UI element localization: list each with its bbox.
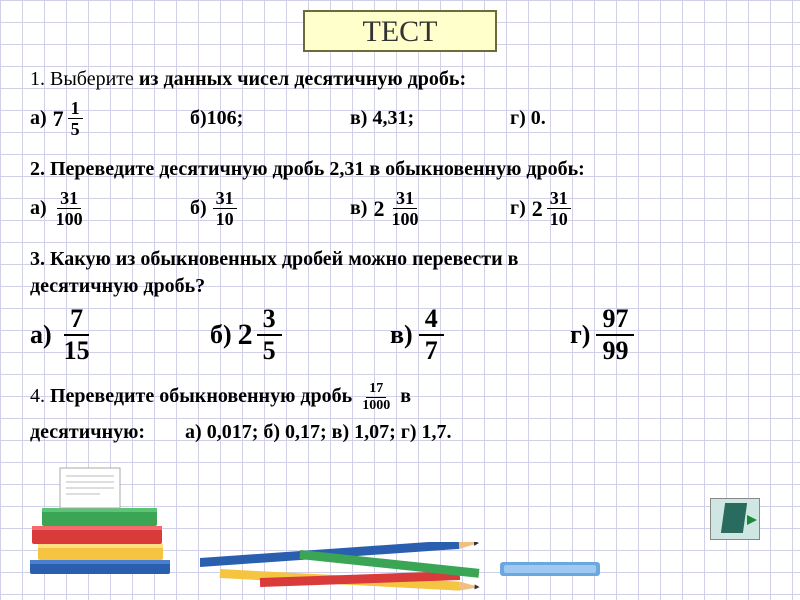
question-4: 4. Переведите обыкновенную дробь 17 1000… — [30, 382, 770, 413]
books-decoration — [20, 460, 200, 600]
q2-d-mixed: 2 31 10 — [532, 189, 571, 228]
q1-a-value: 7 1 5 — [53, 99, 83, 138]
q3-b-num: 3 — [257, 306, 282, 336]
q1-opt-a: а) 7 1 5 — [30, 99, 180, 138]
q3-a-frac: 7 15 — [58, 306, 96, 364]
q2-opt-d: г) 2 31 10 — [510, 189, 660, 228]
q3-b-label: б) — [210, 320, 232, 350]
q3-opt-a: а) 7 15 — [30, 306, 200, 364]
q2-opt-c: в) 2 31 100 — [350, 189, 500, 228]
q4-text-c: в — [400, 385, 411, 407]
q3-opt-d: г) 97 99 — [570, 306, 720, 364]
q1-opt-d: г) 0. — [510, 107, 660, 130]
question-3: 3. Какую из обыкновенных дробей можно пе… — [30, 246, 770, 300]
q3-a-label: а) — [30, 320, 52, 350]
q2-b-den: 10 — [213, 209, 237, 228]
q2-d-num: 31 — [547, 189, 571, 209]
q2-options: а) 31 100 б) 31 10 в) 2 31 100 г — [30, 189, 770, 228]
q1-a-whole: 7 — [53, 106, 64, 132]
q3-opt-b: б) 2 3 5 — [210, 306, 380, 364]
exit-icon[interactable] — [710, 498, 760, 540]
q3-c-den: 7 — [419, 336, 444, 364]
q2-c-num: 31 — [393, 189, 417, 209]
q4-frac-den: 1000 — [359, 398, 393, 413]
q3-text-b: десятичную дробь? — [30, 275, 205, 297]
q3-a-den: 15 — [58, 336, 96, 364]
q1-b-text: б)106; — [190, 107, 243, 130]
q3-d-frac: 97 99 — [596, 306, 634, 364]
q1-text-b: из данных чисел десятичную дробь: — [139, 68, 466, 90]
q2-a-num: 31 — [57, 189, 81, 209]
q3-b-mixed: 2 3 5 — [238, 306, 282, 364]
q4-text-d: десятичную: — [30, 419, 145, 446]
q4-frac: 17 1000 — [359, 382, 393, 413]
q4-frac-num: 17 — [366, 382, 386, 398]
q2-c-label: в) — [350, 197, 367, 220]
q2-a-label: а) — [30, 197, 47, 220]
q1-options: а) 7 1 5 б)106; в) 4,31; г) 0. — [30, 99, 770, 138]
q2-b-frac: 31 10 — [213, 189, 237, 228]
q4-num: 4. — [30, 385, 50, 407]
q3-d-label: г) — [570, 320, 590, 350]
q3-c-frac: 4 7 — [419, 306, 444, 364]
title-box: ТЕСТ — [303, 10, 497, 52]
q4-options: а) 0,017; б) 0,17; в) 1,07; г) 1,7. — [185, 419, 452, 446]
q2-d-whole: 2 — [532, 196, 543, 222]
q2-opt-b: б) 31 10 — [190, 189, 340, 228]
q1-c-text: в) 4,31; — [350, 107, 414, 130]
q3-b-whole: 2 — [238, 318, 253, 352]
q2-b-num: 31 — [213, 189, 237, 209]
q3-c-label: в) — [390, 320, 413, 350]
pencils-decoration — [200, 542, 620, 592]
q3-options: а) 7 15 б) 2 3 5 в) 4 7 г) — [30, 306, 770, 364]
q2-d-label: г) — [510, 197, 526, 220]
q2-a-den: 100 — [53, 209, 86, 228]
q1-a-den: 5 — [68, 119, 83, 138]
q2-a-frac: 31 100 — [53, 189, 86, 228]
q1-opt-c: в) 4,31; — [350, 107, 500, 130]
q1-a-label: а) — [30, 107, 47, 130]
q1-a-num: 1 — [68, 99, 83, 119]
q4-line2: десятичную: а) 0,017; б) 0,17; в) 1,07; … — [30, 419, 770, 446]
q1-opt-b: б)106; — [190, 107, 340, 130]
q1-text-a: Выберите — [50, 68, 139, 90]
q1-number: 1. — [30, 68, 45, 90]
q3-text-a: 3. Какую из обыкновенных дробей можно пе… — [30, 248, 518, 270]
q3-d-den: 99 — [596, 336, 634, 364]
q2-opt-a: а) 31 100 — [30, 189, 180, 228]
q3-c-num: 4 — [419, 306, 444, 336]
q2-b-label: б) — [190, 197, 207, 220]
q3-opt-c: в) 4 7 — [390, 306, 560, 364]
q2-c-den: 100 — [388, 209, 421, 228]
q2-c-whole: 2 — [373, 196, 384, 222]
q3-b-den: 5 — [257, 336, 282, 364]
q4-text-b: Переведите обыкновенную дробь — [50, 385, 352, 407]
q3-d-num: 97 — [596, 306, 634, 336]
question-1: 1. Выберите из данных чисел десятичную д… — [30, 66, 770, 93]
q2-d-den: 10 — [547, 209, 571, 228]
q2-c-mixed: 2 31 100 — [373, 189, 421, 228]
question-2: 2. Переведите десятичную дробь 2,31 в об… — [30, 156, 770, 183]
q1-d-text: г) 0. — [510, 107, 546, 130]
q3-a-num: 7 — [64, 306, 89, 336]
